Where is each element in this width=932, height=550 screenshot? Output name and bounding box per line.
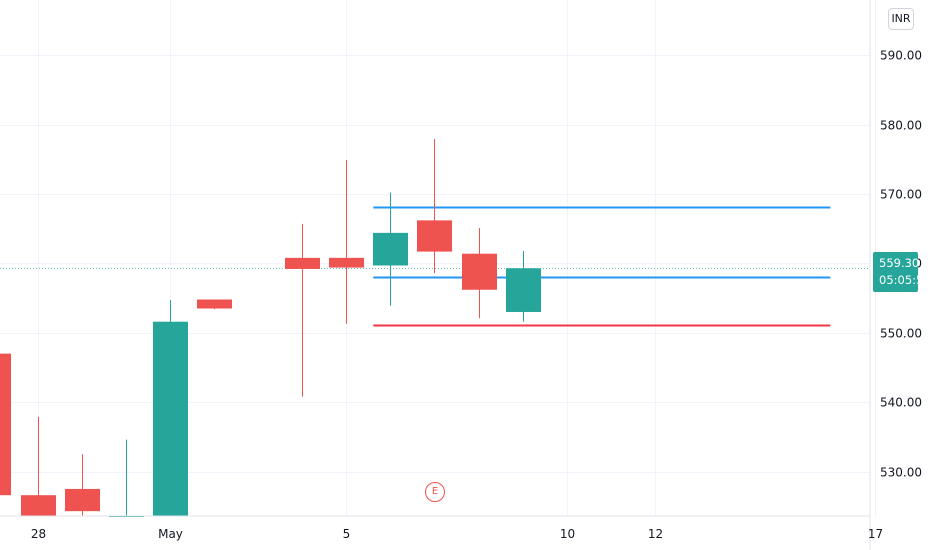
level-lines[interactable] <box>373 206 831 327</box>
price-tick-label: 580.00 <box>880 119 922 133</box>
candle[interactable] <box>506 250 541 322</box>
candle-body[interactable] <box>417 220 452 252</box>
candle[interactable] <box>373 192 408 306</box>
candle[interactable] <box>329 159 364 324</box>
last-price-value: 559.30 <box>879 256 920 270</box>
time-tick-label: 28 <box>31 527 46 541</box>
price-tick-label: 540.00 <box>880 396 922 410</box>
candle-body[interactable] <box>373 232 408 266</box>
time-tick-label: 12 <box>648 527 663 541</box>
candle[interactable] <box>109 439 144 517</box>
price-tick-label: 530.00 <box>880 466 922 480</box>
candle[interactable] <box>21 416 56 516</box>
candle-body[interactable] <box>285 257 320 269</box>
earnings-event-marker[interactable]: E <box>425 482 445 502</box>
candle-body[interactable] <box>329 257 364 268</box>
price-tick-label: 550.00 <box>880 327 922 341</box>
price-tick-label: 570.00 <box>880 188 922 202</box>
bar-countdown: 05:05:50 <box>879 273 931 287</box>
candle-body[interactable] <box>65 488 100 512</box>
currency-label[interactable]: INR <box>888 8 914 30</box>
candle-body[interactable] <box>506 268 541 312</box>
time-tick-label: 17 <box>868 527 883 541</box>
candle-body[interactable] <box>153 321 188 516</box>
price-tick-label: 590.00 <box>880 49 922 63</box>
time-axis[interactable]: 28May51012171924 <box>31 527 932 541</box>
candles[interactable] <box>0 139 541 517</box>
candle[interactable] <box>462 228 497 319</box>
candle-body[interactable] <box>0 353 11 496</box>
candle-body[interactable] <box>197 299 232 309</box>
time-tick-label: May <box>158 527 183 541</box>
candle[interactable] <box>153 300 188 516</box>
candle[interactable] <box>417 139 452 274</box>
time-tick-label: 5 <box>343 527 351 541</box>
candle[interactable] <box>285 223 320 397</box>
last-price-badge: 559.30 05:05:50 <box>873 252 931 292</box>
candle[interactable] <box>0 353 11 516</box>
candle[interactable] <box>197 299 232 310</box>
time-tick-label: 10 <box>560 527 575 541</box>
candle[interactable] <box>65 454 100 516</box>
candle-body[interactable] <box>462 253 497 290</box>
candle-body[interactable] <box>21 495 56 516</box>
